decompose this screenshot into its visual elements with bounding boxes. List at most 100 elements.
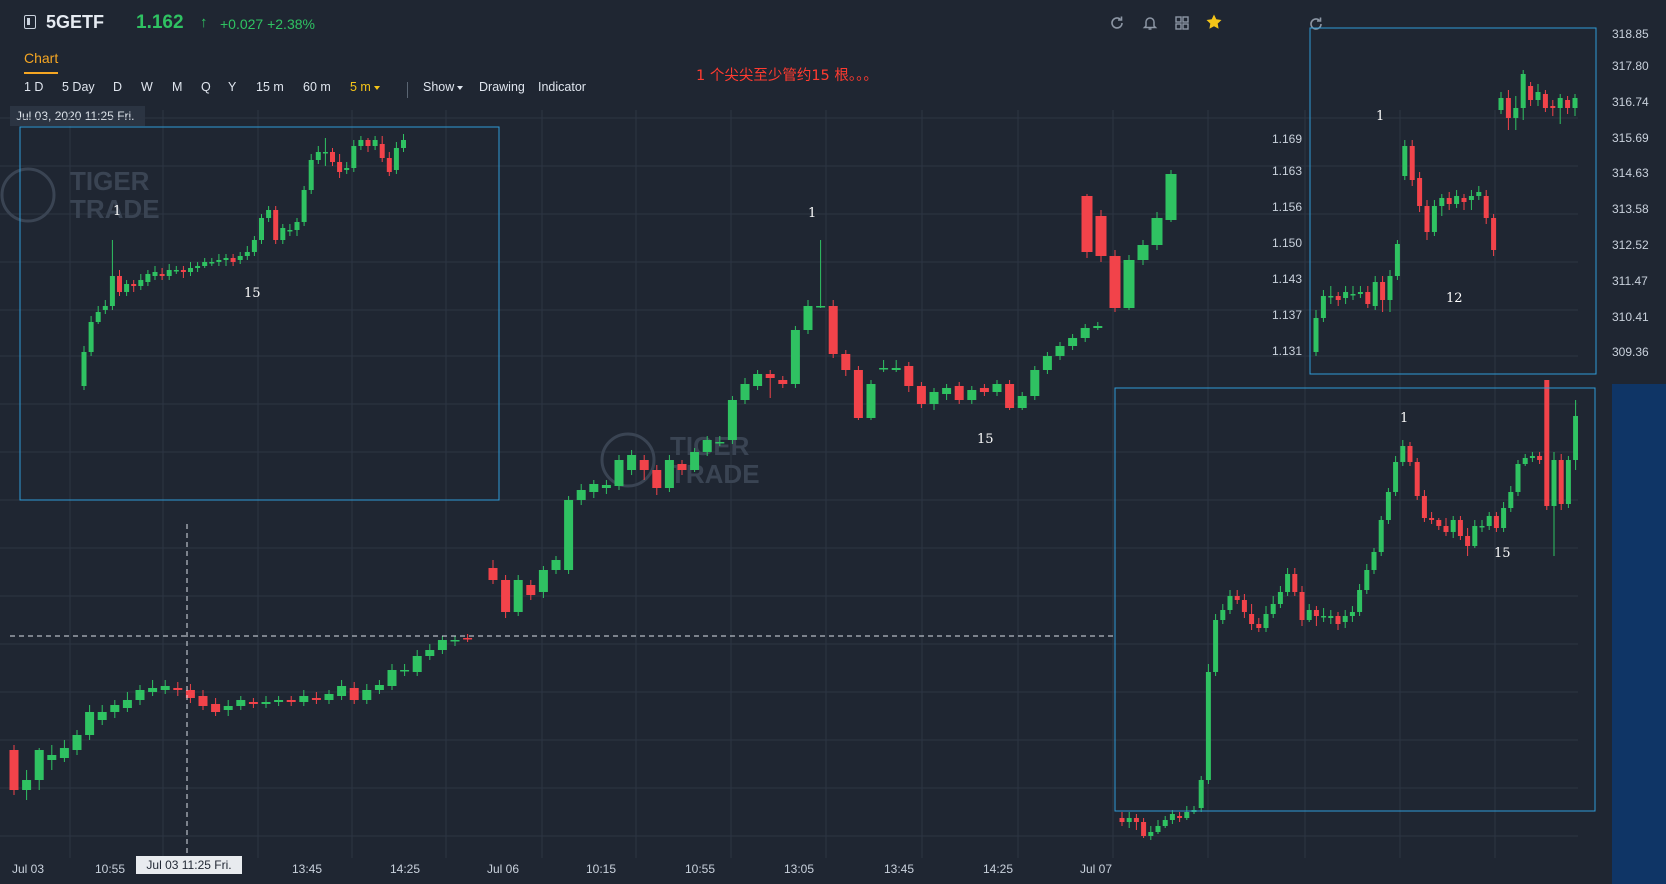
candle — [1093, 322, 1103, 330]
grid-icon[interactable] — [1172, 13, 1192, 33]
price-change: +0.027 +2.38% — [220, 16, 315, 32]
candle — [97, 705, 107, 725]
inset-box-top-right — [1309, 27, 1597, 375]
candle — [1030, 366, 1040, 400]
candle — [1080, 324, 1090, 342]
candle — [1123, 255, 1135, 310]
candle — [1137, 240, 1149, 265]
candle — [1270, 596, 1276, 618]
candle — [1520, 70, 1526, 120]
watermark-trade: TRADE — [670, 459, 760, 489]
period-60m[interactable]: 60 m — [303, 80, 331, 94]
right-axis-highlight — [1612, 384, 1666, 884]
candle — [967, 386, 977, 404]
inset-y-tick: 317.80 — [1612, 59, 1649, 73]
candle — [102, 300, 108, 314]
candle — [280, 224, 286, 244]
candle — [1299, 586, 1305, 626]
candle — [1328, 610, 1334, 624]
candle — [1119, 812, 1125, 826]
candle — [1095, 210, 1107, 262]
period-1d[interactable]: 1 D — [24, 80, 44, 94]
period-month[interactable]: M — [172, 80, 183, 94]
drawing-button[interactable]: Drawing — [479, 80, 525, 94]
candle — [1393, 456, 1399, 496]
candle — [230, 254, 236, 266]
candle — [992, 380, 1002, 396]
candle — [614, 455, 624, 490]
candle — [979, 384, 989, 396]
candle — [652, 465, 662, 495]
candle — [379, 136, 385, 162]
candle — [1573, 400, 1579, 470]
period-15m[interactable]: 15 m — [256, 80, 284, 94]
show-dropdown[interactable]: Show — [423, 80, 464, 94]
candle — [1328, 286, 1334, 304]
refresh-icon[interactable] — [1306, 14, 1326, 34]
candle — [202, 258, 208, 268]
candle — [929, 388, 939, 410]
candle — [1241, 594, 1247, 618]
candle — [1357, 584, 1363, 616]
candle — [308, 154, 314, 194]
candle — [778, 376, 788, 388]
header-bar: 5GETF 1.162 ↑ +0.027 +2.38% — [0, 0, 1322, 48]
candle — [1400, 440, 1406, 466]
main-y-axis: 1.169 1.163 1.156 1.150 1.143 1.137 1.131 — [1272, 132, 1302, 358]
candle — [1372, 276, 1378, 310]
inset-y-tick: 315.69 — [1612, 131, 1649, 145]
tab-chart[interactable]: Chart — [24, 50, 59, 66]
candle — [1198, 776, 1204, 812]
candle — [1378, 516, 1384, 556]
candle — [393, 142, 399, 174]
period-quarter[interactable]: Q — [201, 80, 211, 94]
candle — [1450, 516, 1456, 538]
candle — [853, 366, 863, 420]
candle — [1335, 292, 1341, 306]
indicator-button[interactable]: Indicator — [538, 80, 586, 94]
candle — [1285, 568, 1291, 596]
candle — [261, 696, 271, 708]
candle — [639, 455, 649, 480]
candle — [85, 705, 95, 740]
tab-active-underline — [24, 72, 58, 74]
candle — [1558, 454, 1564, 510]
candle — [248, 698, 258, 708]
x-axis-tick: 13:45 — [884, 862, 914, 876]
candle — [664, 455, 674, 492]
watermark-tiger: TIGER — [70, 166, 150, 196]
candle — [1380, 276, 1386, 312]
candle — [589, 480, 599, 498]
sidebar-toggle-icon[interactable] — [24, 15, 36, 29]
candle — [513, 575, 523, 616]
inset-y-tick: 309.36 — [1612, 345, 1649, 359]
candle — [337, 154, 343, 178]
x-axis-tick: 13:05 — [784, 862, 814, 876]
candle — [180, 266, 186, 278]
period-week[interactable]: W — [141, 80, 153, 94]
candle — [135, 685, 145, 705]
star-icon[interactable] — [1204, 12, 1224, 32]
candle — [1350, 286, 1356, 300]
bell-icon[interactable] — [1140, 13, 1160, 33]
candle — [1421, 490, 1427, 522]
refresh-icon[interactable] — [1107, 13, 1127, 33]
period-5m-dropdown[interactable]: 5 m — [350, 80, 380, 94]
candle — [1557, 94, 1563, 124]
candle — [374, 680, 384, 694]
main-y-tick: 1.169 — [1272, 132, 1302, 146]
candle — [1306, 604, 1312, 622]
candle — [1528, 82, 1534, 106]
candle — [601, 480, 611, 494]
candle — [488, 560, 498, 584]
candle — [311, 692, 321, 704]
candle — [122, 692, 132, 712]
candle — [131, 280, 137, 292]
candle — [401, 134, 406, 152]
period-day[interactable]: D — [113, 80, 123, 94]
period-year[interactable]: Y — [228, 80, 237, 94]
candle — [198, 690, 208, 710]
period-5day[interactable]: 5 Day — [62, 80, 95, 94]
candle — [702, 436, 712, 456]
